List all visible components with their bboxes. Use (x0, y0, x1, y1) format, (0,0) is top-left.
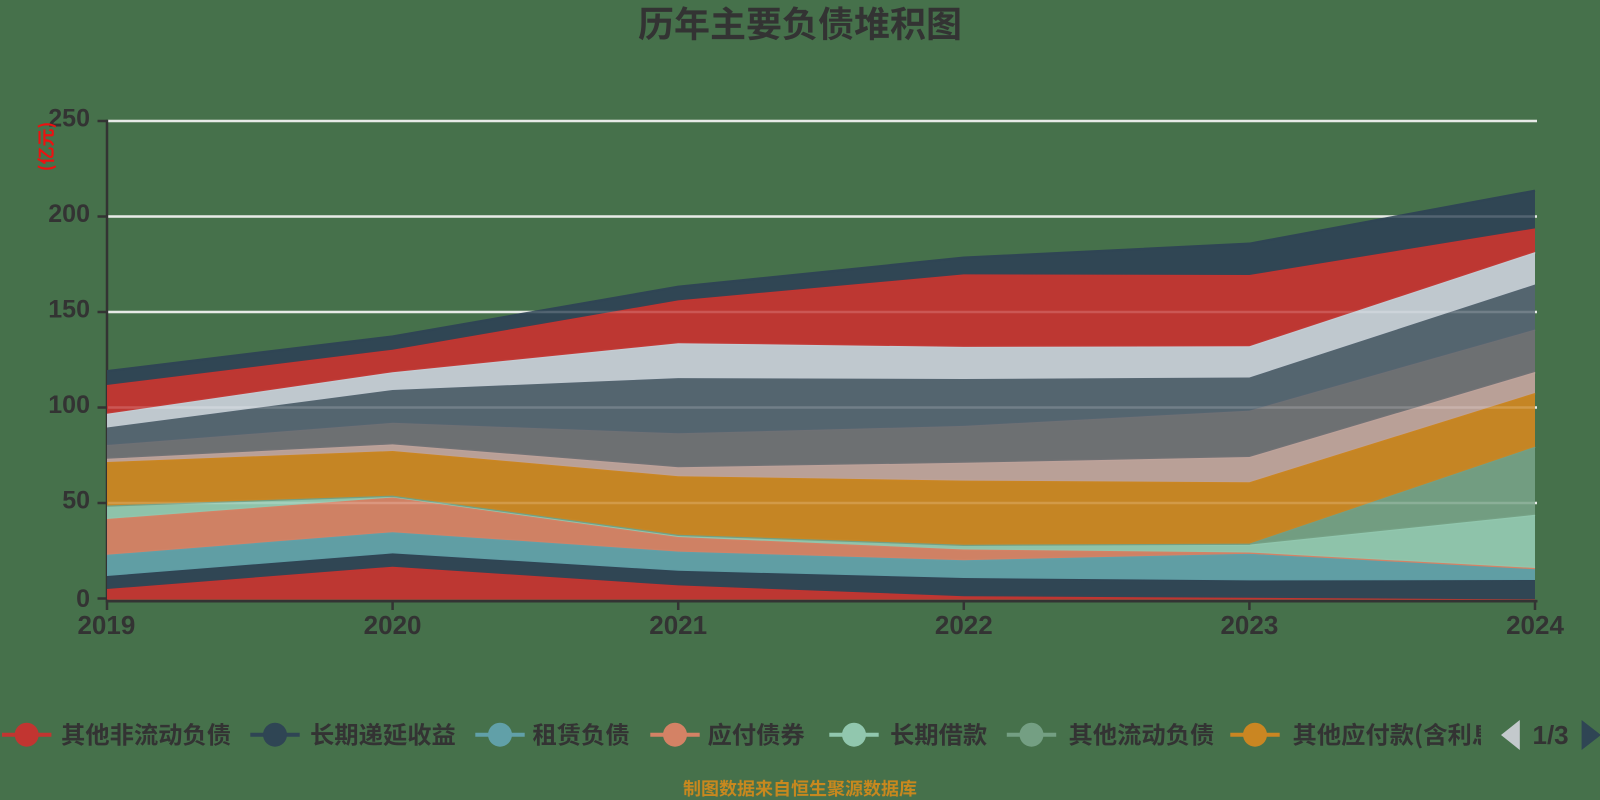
svg-text:2024: 2024 (1506, 610, 1564, 640)
svg-text:100: 100 (48, 391, 90, 419)
svg-text:2020: 2020 (364, 610, 422, 640)
svg-text:2022: 2022 (935, 610, 993, 640)
svg-text:50: 50 (62, 487, 90, 515)
svg-text:2019: 2019 (77, 610, 135, 640)
svg-text:2021: 2021 (649, 610, 707, 640)
svg-text:0: 0 (76, 585, 90, 613)
svg-text:150: 150 (48, 296, 90, 324)
svg-text:1/3: 1/3 (1533, 720, 1569, 750)
svg-text:250: 250 (48, 105, 90, 133)
svg-text:200: 200 (48, 200, 90, 228)
svg-text:2023: 2023 (1220, 610, 1278, 640)
